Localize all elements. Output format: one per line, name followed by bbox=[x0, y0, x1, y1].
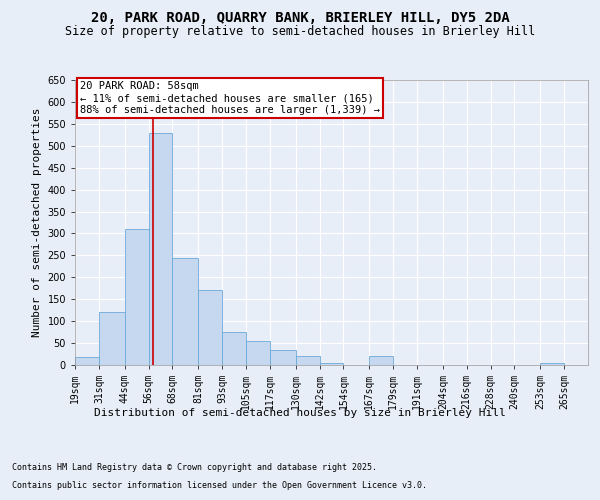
Bar bbox=[222, 332, 246, 365]
Text: Distribution of semi-detached houses by size in Brierley Hill: Distribution of semi-detached houses by … bbox=[94, 408, 506, 418]
Bar bbox=[75, 357, 99, 365]
Bar bbox=[296, 356, 320, 365]
Bar bbox=[198, 290, 222, 365]
Bar bbox=[320, 363, 343, 365]
Text: Contains public sector information licensed under the Open Government Licence v3: Contains public sector information licen… bbox=[12, 480, 427, 490]
Bar bbox=[270, 350, 296, 365]
Bar bbox=[246, 341, 270, 365]
Bar bbox=[369, 356, 393, 365]
Bar bbox=[149, 132, 172, 365]
Bar bbox=[172, 258, 198, 365]
Text: Contains HM Land Registry data © Crown copyright and database right 2025.: Contains HM Land Registry data © Crown c… bbox=[12, 463, 377, 472]
Text: Size of property relative to semi-detached houses in Brierley Hill: Size of property relative to semi-detach… bbox=[65, 25, 535, 38]
Text: 20 PARK ROAD: 58sqm
← 11% of semi-detached houses are smaller (165)
88% of semi-: 20 PARK ROAD: 58sqm ← 11% of semi-detach… bbox=[80, 82, 380, 114]
Bar bbox=[99, 312, 125, 365]
Y-axis label: Number of semi-detached properties: Number of semi-detached properties bbox=[32, 108, 42, 337]
Bar bbox=[125, 229, 149, 365]
Bar bbox=[540, 363, 564, 365]
Text: 20, PARK ROAD, QUARRY BANK, BRIERLEY HILL, DY5 2DA: 20, PARK ROAD, QUARRY BANK, BRIERLEY HIL… bbox=[91, 10, 509, 24]
